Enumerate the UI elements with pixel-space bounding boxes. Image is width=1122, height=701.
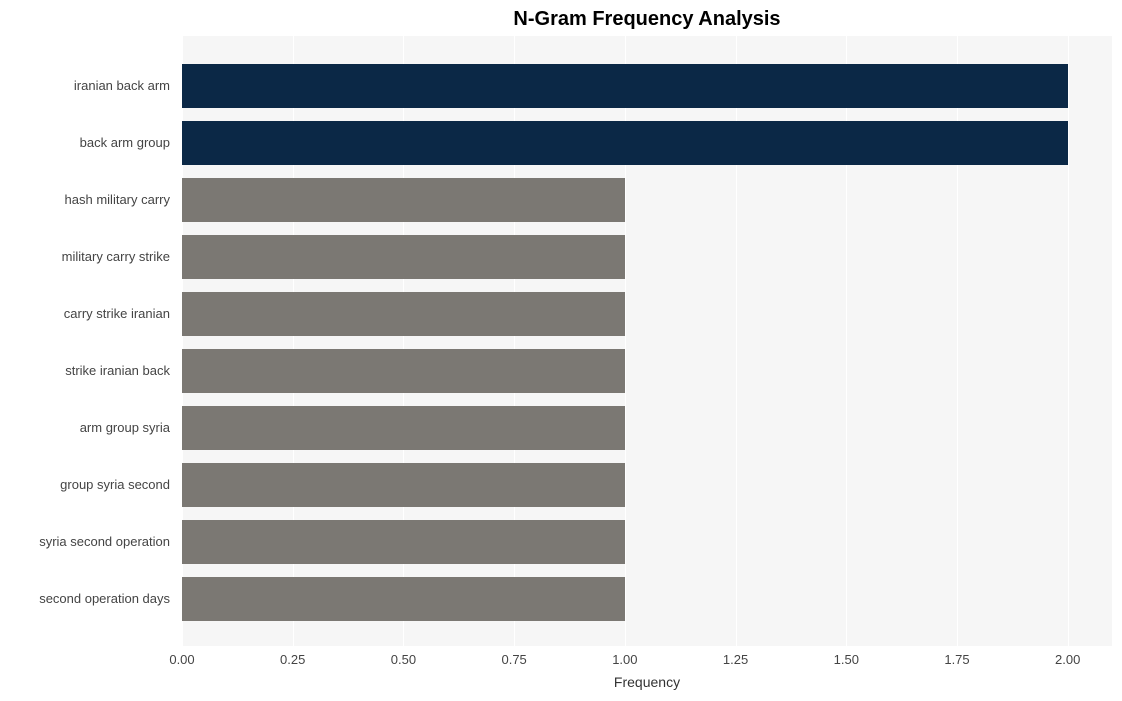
x-tick-label: 2.00 (1055, 652, 1080, 667)
bar (182, 406, 625, 450)
y-tick-label: hash military carry (0, 178, 178, 222)
y-tick-label: second operation days (0, 577, 178, 621)
y-tick-label: carry strike iranian (0, 292, 178, 336)
bar (182, 121, 1068, 165)
bar (182, 349, 625, 393)
y-tick-label: syria second operation (0, 520, 178, 564)
bar (182, 178, 625, 222)
x-tick-label: 1.50 (834, 652, 859, 667)
x-tick-label: 0.25 (280, 652, 305, 667)
chart-title: N-Gram Frequency Analysis (182, 8, 1112, 31)
x-tick-label: 0.50 (391, 652, 416, 667)
y-tick-label: group syria second (0, 463, 178, 507)
x-tick-label: 1.25 (723, 652, 748, 667)
bar (182, 64, 1068, 108)
x-axis-title: Frequency (182, 674, 1112, 690)
x-tick-label: 1.75 (944, 652, 969, 667)
y-tick-label: military carry strike (0, 235, 178, 279)
x-tick-label: 0.00 (169, 652, 194, 667)
bar (182, 292, 625, 336)
gridline (1068, 36, 1069, 646)
ngram-frequency-chart: N-Gram Frequency Analysis iranian back a… (0, 0, 1122, 701)
plot-panel (182, 36, 1112, 646)
bar (182, 577, 625, 621)
x-tick-label: 1.00 (612, 652, 637, 667)
bar (182, 520, 625, 564)
x-tick-label: 0.75 (501, 652, 526, 667)
y-tick-label: iranian back arm (0, 64, 178, 108)
bar (182, 463, 625, 507)
y-tick-label: strike iranian back (0, 349, 178, 393)
y-tick-label: back arm group (0, 121, 178, 165)
y-tick-label: arm group syria (0, 406, 178, 450)
bar (182, 235, 625, 279)
